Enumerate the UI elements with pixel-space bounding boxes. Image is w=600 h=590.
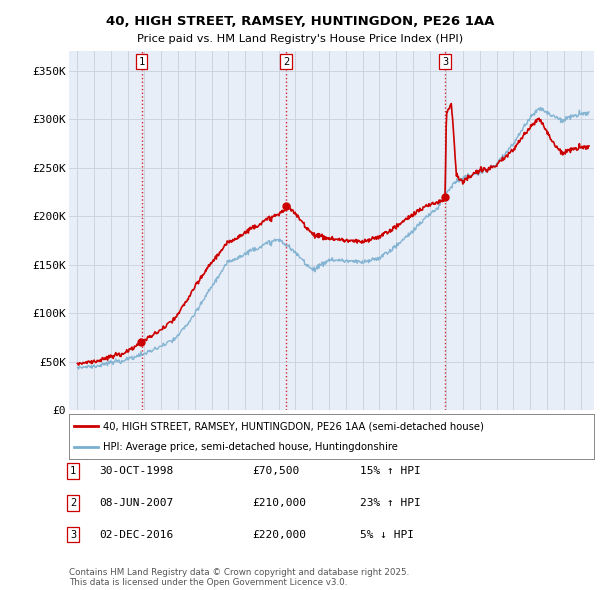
Text: 15% ↑ HPI: 15% ↑ HPI [360, 466, 421, 476]
Text: 40, HIGH STREET, RAMSEY, HUNTINGDON, PE26 1AA: 40, HIGH STREET, RAMSEY, HUNTINGDON, PE2… [106, 15, 494, 28]
Text: 1: 1 [70, 466, 76, 476]
Text: HPI: Average price, semi-detached house, Huntingdonshire: HPI: Average price, semi-detached house,… [103, 442, 398, 452]
Text: 40, HIGH STREET, RAMSEY, HUNTINGDON, PE26 1AA (semi-detached house): 40, HIGH STREET, RAMSEY, HUNTINGDON, PE2… [103, 421, 484, 431]
Text: 23% ↑ HPI: 23% ↑ HPI [360, 498, 421, 507]
Text: £210,000: £210,000 [252, 498, 306, 507]
Text: Contains HM Land Registry data © Crown copyright and database right 2025.
This d: Contains HM Land Registry data © Crown c… [69, 568, 409, 587]
Text: 30-OCT-1998: 30-OCT-1998 [99, 466, 173, 476]
Text: 02-DEC-2016: 02-DEC-2016 [99, 530, 173, 539]
Text: 5% ↓ HPI: 5% ↓ HPI [360, 530, 414, 539]
Text: 2: 2 [70, 498, 76, 507]
Text: 1: 1 [139, 57, 145, 67]
Text: Price paid vs. HM Land Registry's House Price Index (HPI): Price paid vs. HM Land Registry's House … [137, 34, 463, 44]
Text: £70,500: £70,500 [252, 466, 299, 476]
Text: 2: 2 [283, 57, 289, 67]
Text: 3: 3 [442, 57, 448, 67]
Text: 3: 3 [70, 530, 76, 539]
Text: 08-JUN-2007: 08-JUN-2007 [99, 498, 173, 507]
Text: £220,000: £220,000 [252, 530, 306, 539]
